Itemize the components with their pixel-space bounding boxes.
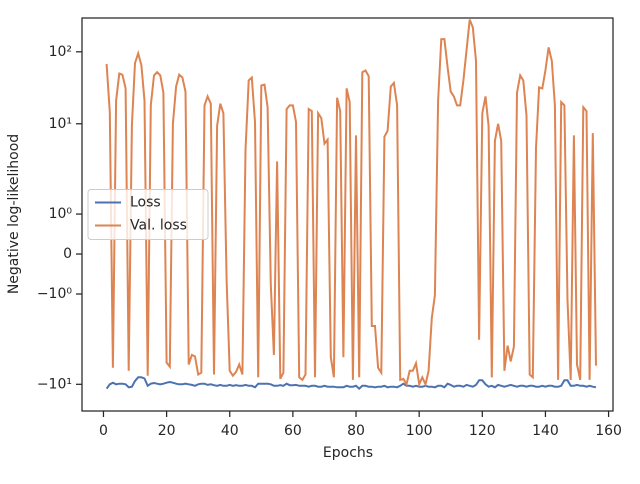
legend-label: Loss <box>130 195 161 211</box>
x-tick-label: 120 <box>469 423 496 439</box>
y-tick-label: 10¹ <box>49 116 72 132</box>
x-tick-label: 40 <box>221 423 239 439</box>
y-tick-label: 10⁰ <box>49 206 73 222</box>
y-tick-label: 10² <box>49 44 72 60</box>
x-tick-label: 160 <box>595 423 622 439</box>
x-tick-label: 140 <box>532 423 559 439</box>
legend-label: Val. loss <box>130 218 187 234</box>
x-tick-label: 100 <box>406 423 433 439</box>
y-tick-label: 0 <box>63 246 72 262</box>
x-axis-label: Epochs <box>323 445 373 461</box>
x-tick-label: 80 <box>347 423 365 439</box>
x-tick-label: 20 <box>158 423 176 439</box>
y-tick-label: −10¹ <box>37 376 72 392</box>
y-tick-label: −10⁰ <box>37 286 73 302</box>
x-tick-label: 60 <box>284 423 302 439</box>
series-line <box>105 376 597 391</box>
x-tick-label: 0 <box>99 423 108 439</box>
series-line <box>105 19 597 388</box>
y-axis-label: Negative log-likelihood <box>6 134 22 294</box>
